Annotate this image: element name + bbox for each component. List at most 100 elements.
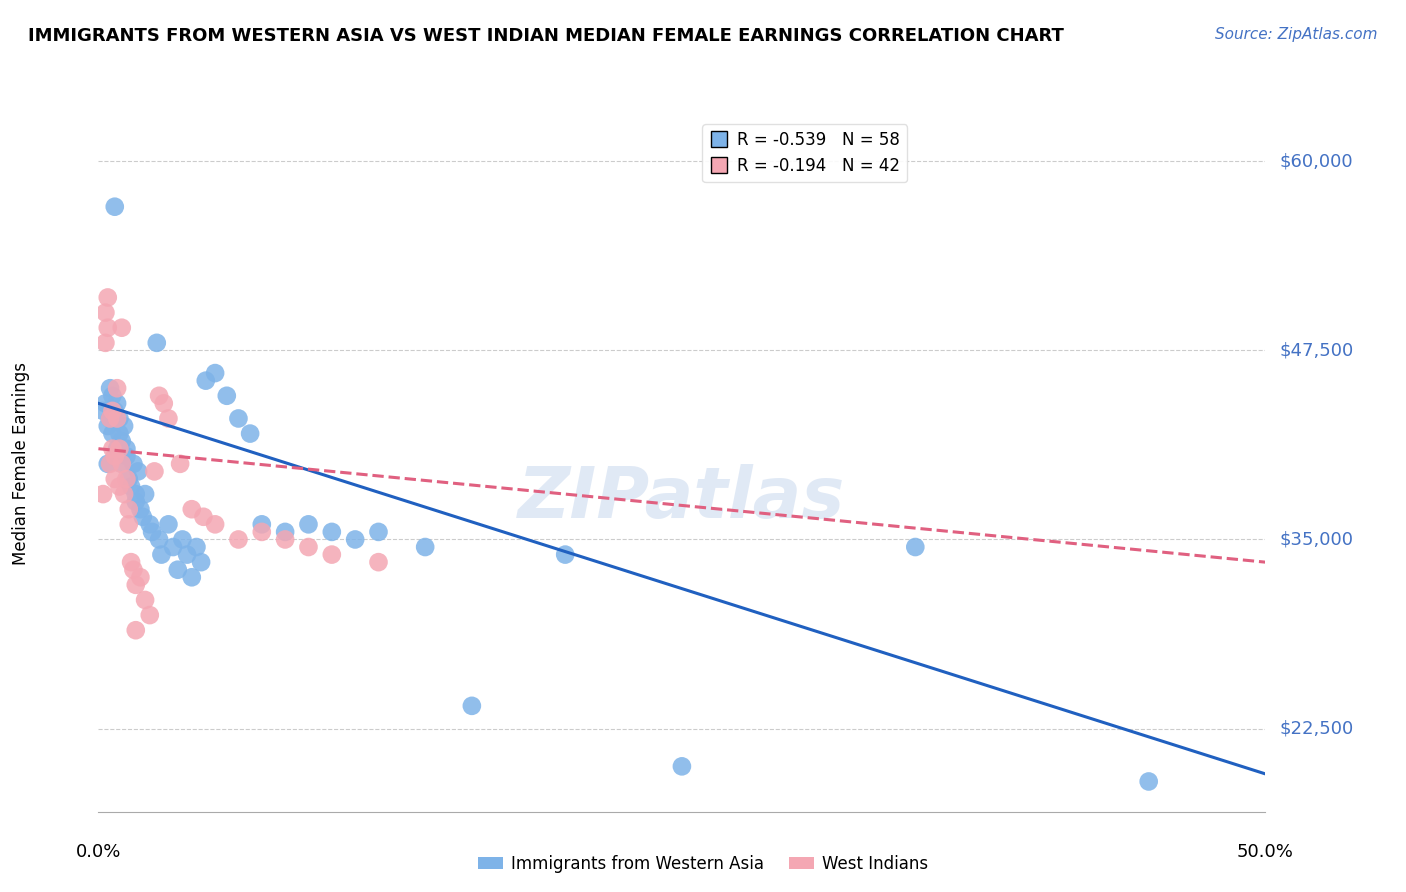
Point <box>150 548 173 562</box>
Text: $22,500: $22,500 <box>1279 720 1354 738</box>
Text: 50.0%: 50.0% <box>1237 843 1294 861</box>
Point <box>104 450 127 464</box>
Point <box>671 759 693 773</box>
Point <box>461 698 484 713</box>
Point <box>127 464 149 478</box>
Point <box>112 487 135 501</box>
Point <box>157 517 180 532</box>
Point <box>125 494 148 508</box>
Point <box>148 533 170 547</box>
Point <box>344 533 367 547</box>
Point <box>239 426 262 441</box>
Point <box>108 411 131 425</box>
Point <box>176 548 198 562</box>
Point <box>115 450 138 464</box>
Point <box>111 434 134 449</box>
Text: $60,000: $60,000 <box>1279 153 1353 170</box>
Point <box>132 509 155 524</box>
Point <box>274 533 297 547</box>
Point <box>105 396 128 410</box>
Point <box>111 320 134 334</box>
Point <box>105 381 128 395</box>
Point <box>101 389 124 403</box>
Point <box>139 517 162 532</box>
Point <box>904 540 927 554</box>
Point <box>97 320 120 334</box>
Point <box>141 524 163 539</box>
Point <box>228 411 250 425</box>
Point <box>367 524 389 539</box>
Point <box>91 404 114 418</box>
Point <box>108 479 131 493</box>
Point <box>122 457 145 471</box>
Point <box>122 563 145 577</box>
Point <box>101 426 124 441</box>
Point <box>120 479 142 493</box>
Point <box>134 593 156 607</box>
Point <box>105 411 128 425</box>
Text: Median Female Earnings: Median Female Earnings <box>13 362 30 566</box>
Point <box>104 200 127 214</box>
Point <box>94 305 117 319</box>
Point <box>118 502 141 516</box>
Point <box>321 524 343 539</box>
Point <box>169 457 191 471</box>
Point <box>129 570 152 584</box>
Point <box>148 389 170 403</box>
Point <box>190 555 212 569</box>
Point <box>250 517 273 532</box>
Point <box>1137 774 1160 789</box>
Point <box>413 540 436 554</box>
Point <box>367 555 389 569</box>
Point <box>297 517 319 532</box>
Point <box>98 411 121 425</box>
Point <box>115 472 138 486</box>
Point <box>193 509 215 524</box>
Point <box>554 548 576 562</box>
Point <box>108 442 131 456</box>
Point <box>228 533 250 547</box>
Legend: Immigrants from Western Asia, West Indians: Immigrants from Western Asia, West India… <box>471 848 935 880</box>
Point <box>101 404 124 418</box>
Point <box>250 524 273 539</box>
Text: ZIPatlas: ZIPatlas <box>519 464 845 533</box>
Point <box>115 442 138 456</box>
Point <box>134 487 156 501</box>
Text: 0.0%: 0.0% <box>76 843 121 861</box>
Point <box>94 396 117 410</box>
Point <box>108 426 131 441</box>
Text: Source: ZipAtlas.com: Source: ZipAtlas.com <box>1215 27 1378 42</box>
Point <box>98 411 121 425</box>
Point <box>91 487 114 501</box>
Point <box>180 570 202 584</box>
Point <box>111 457 134 471</box>
Point <box>101 442 124 456</box>
Point <box>118 472 141 486</box>
Text: $35,000: $35,000 <box>1279 531 1354 549</box>
Point <box>204 517 226 532</box>
Point <box>172 533 194 547</box>
Point <box>105 442 128 456</box>
Point <box>146 335 169 350</box>
Point <box>112 419 135 434</box>
Point <box>162 540 184 554</box>
Point <box>274 524 297 539</box>
Point <box>97 290 120 304</box>
Point <box>129 502 152 516</box>
Point <box>125 578 148 592</box>
Point <box>94 335 117 350</box>
Point <box>157 411 180 425</box>
Point <box>152 396 174 410</box>
Point <box>104 404 127 418</box>
Point <box>120 555 142 569</box>
Point <box>104 472 127 486</box>
Point <box>111 457 134 471</box>
Legend: R = -0.539   N = 58, R = -0.194   N = 42: R = -0.539 N = 58, R = -0.194 N = 42 <box>703 124 907 182</box>
Point <box>297 540 319 554</box>
Point <box>143 464 166 478</box>
Point <box>97 457 120 471</box>
Point <box>125 624 148 638</box>
Point <box>186 540 208 554</box>
Point <box>194 374 217 388</box>
Point <box>98 381 121 395</box>
